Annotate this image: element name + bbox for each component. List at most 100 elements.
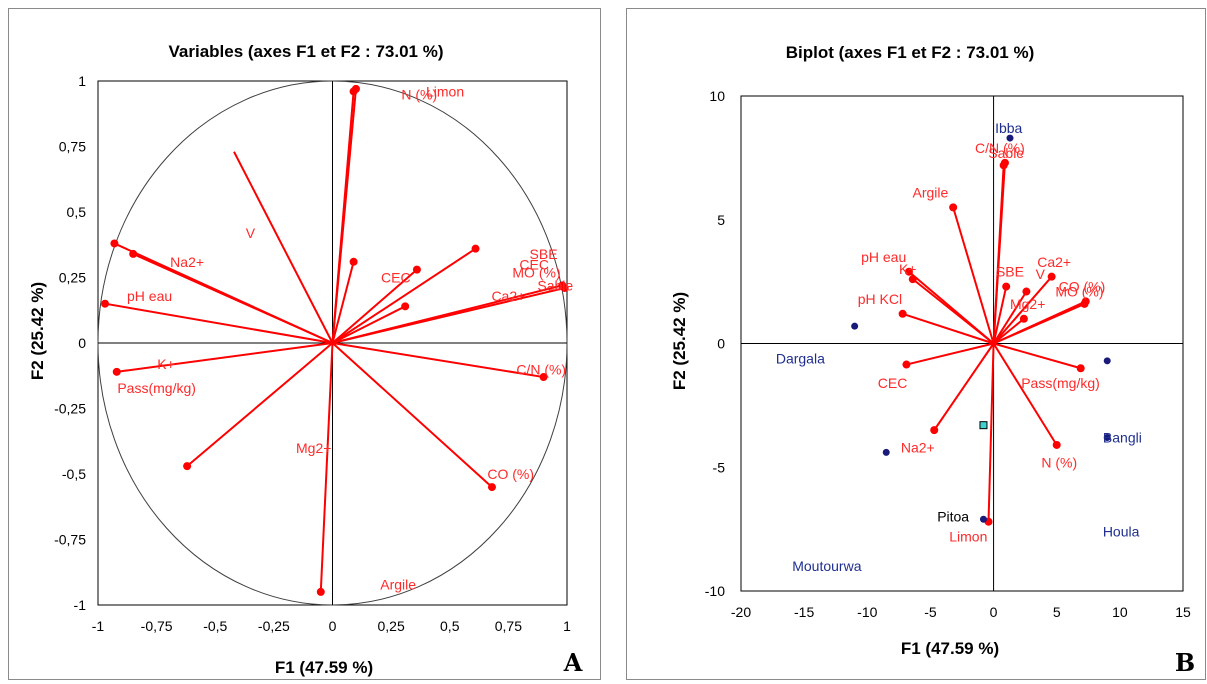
variable-label: pH eau	[127, 288, 172, 304]
vector-endpoint	[110, 239, 119, 248]
vector-endpoint	[1080, 299, 1089, 308]
variable-label: V	[246, 225, 256, 241]
vector-endpoint	[930, 426, 939, 435]
variable-vector	[993, 342, 1081, 370]
x-tick-label: 1	[563, 618, 571, 634]
variable-label: V	[1036, 266, 1046, 282]
vector-endpoint	[349, 87, 358, 96]
variable-vector	[906, 342, 994, 366]
variable-vector	[992, 276, 1053, 345]
x-tick-label: -15	[794, 604, 814, 620]
observation-label: Houla	[1103, 524, 1140, 540]
vector-endpoint	[908, 275, 917, 284]
vector-endpoint	[349, 257, 358, 266]
vector-endpoint	[471, 244, 480, 253]
variable-label: MO (%)	[1055, 283, 1103, 299]
chart-panel-b: Biplot (axes F1 et F2 : 73.01 %) F1 (47.…	[626, 8, 1206, 680]
variable-vector	[992, 342, 1058, 446]
x-tick-label: -20	[731, 604, 751, 620]
chart-title: Variables (axes F1 et F2 : 73.01 %)	[169, 42, 444, 61]
vector-endpoint	[999, 161, 1008, 170]
variable-vector	[987, 343, 995, 522]
vector-endpoint	[316, 587, 325, 596]
observation-point	[851, 322, 859, 330]
variable-vector	[992, 165, 1005, 344]
observation-point	[979, 515, 987, 523]
variable-vector	[332, 305, 406, 344]
observation-point	[1006, 134, 1014, 142]
variable-label: K+	[157, 356, 175, 372]
x-tick-label: 0,25	[378, 618, 405, 634]
variable-vector	[319, 342, 334, 592]
vector-endpoint	[112, 367, 121, 376]
panel-letter: B	[1175, 648, 1195, 677]
x-tick-label: -0,75	[141, 618, 173, 634]
variable-label: CO (%)	[1059, 279, 1106, 295]
y-tick-label: 10	[709, 88, 725, 104]
vector-endpoint	[183, 462, 192, 471]
variable-label: CEC	[519, 257, 549, 273]
variable-label: CO (%)	[487, 466, 534, 482]
vector-endpoint	[1022, 287, 1031, 296]
variable-vector	[331, 268, 418, 344]
x-tick-label: 15	[1175, 604, 1191, 620]
y-axis-title: F2 (25.42 %)	[670, 292, 689, 390]
observation-label: Ibba	[995, 120, 1022, 136]
y-tick-label: -10	[705, 583, 725, 599]
variable-label: C/N (%)	[975, 140, 1025, 156]
vector-endpoint	[401, 302, 410, 311]
vector-endpoint	[1052, 440, 1061, 449]
variable-vector	[992, 290, 1028, 345]
y-tick-label: -0,75	[54, 532, 86, 548]
correlation-circle-chart: Variables (axes F1 et F2 : 73.01 %) F1 (…	[28, 42, 583, 677]
variable-label: Argile	[913, 184, 949, 200]
vector-endpoint	[539, 373, 548, 382]
x-tick-label: 0,5	[440, 618, 460, 634]
x-tick-label: -1	[92, 618, 105, 634]
y-tick-label: -1	[74, 597, 87, 613]
y-tick-label: 0,25	[59, 270, 86, 286]
vector-endpoint	[129, 249, 138, 258]
variable-label: CEC	[878, 375, 908, 391]
x-tick-label: 0,75	[495, 618, 522, 634]
variable-vector	[331, 261, 355, 344]
vector-endpoint	[1076, 364, 1085, 373]
variable-label: N (%)	[401, 86, 437, 102]
variable-vector	[902, 312, 994, 345]
vector-endpoint	[412, 265, 421, 274]
vector-endpoint	[949, 203, 958, 212]
y-tick-label: 0	[717, 336, 725, 352]
biplot-chart: Biplot (axes F1 et F2 : 73.01 %) F1 (47.…	[670, 43, 1195, 677]
variable-vector	[332, 287, 565, 344]
variable-vector	[933, 342, 995, 431]
variable-label: Ca2+	[1037, 254, 1071, 270]
variable-label: Limon	[426, 84, 464, 100]
variable-label: Pass(mg/kg)	[1021, 375, 1100, 391]
vector-endpoint	[101, 299, 110, 308]
y-tick-label: -0,5	[62, 466, 86, 482]
x-tick-label: -10	[857, 604, 877, 620]
variable-label: MO (%)	[512, 265, 560, 281]
variable-label: Sable	[537, 278, 573, 294]
variable-label: pH KCl	[858, 291, 902, 307]
x-tick-label: -0,5	[203, 618, 227, 634]
observation-point	[1103, 357, 1111, 365]
observation-label: Bangli	[1103, 430, 1142, 446]
variable-vector	[233, 151, 334, 344]
observation-label: Moutourwa	[792, 558, 861, 574]
y-tick-label: 1	[78, 73, 86, 89]
variable-label: Mg2+	[296, 440, 331, 456]
variable-label: SBE	[530, 246, 558, 262]
variable-vector	[331, 91, 355, 344]
vector-endpoint	[487, 483, 496, 492]
observation-label: Dargala	[776, 350, 825, 366]
y-tick-label: -5	[713, 459, 726, 475]
chart-title: Biplot (axes F1 et F2 : 73.01 %)	[786, 43, 1034, 62]
variable-label: Mg2+	[1010, 296, 1045, 312]
x-tick-label: -5	[924, 604, 937, 620]
vector-endpoint	[898, 309, 907, 318]
y-tick-label: 0	[78, 335, 86, 351]
variable-label: C/N (%)	[516, 361, 566, 377]
observation-label: Pitoa	[937, 509, 969, 525]
variable-label: Sable	[988, 145, 1024, 161]
